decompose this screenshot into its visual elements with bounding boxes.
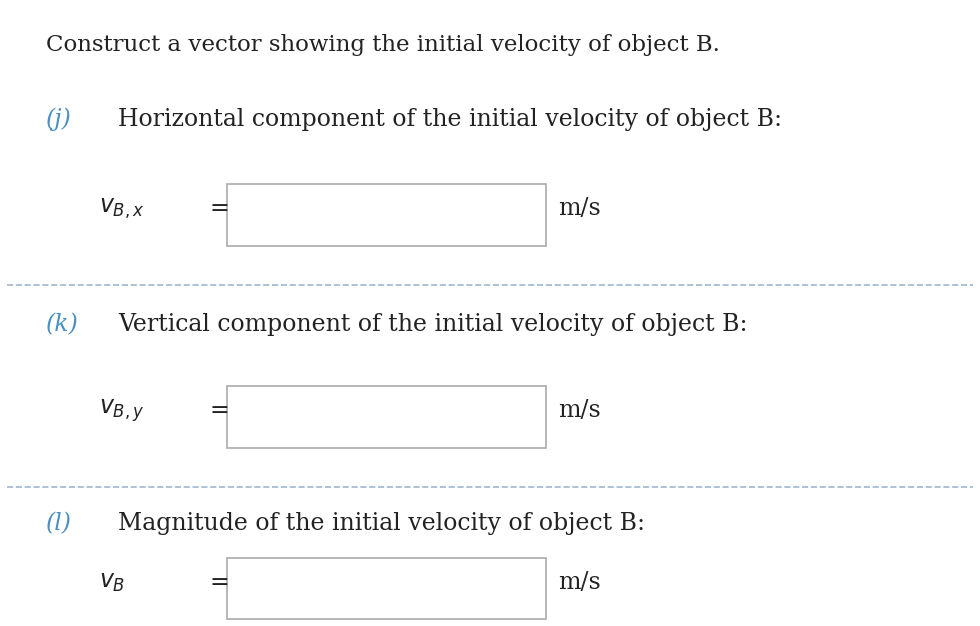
Text: $v_B$: $v_B$ <box>99 571 125 594</box>
Text: =: = <box>210 399 229 423</box>
Text: Construct a vector showing the initial velocity of object B.: Construct a vector showing the initial v… <box>46 34 719 56</box>
Text: =: = <box>210 571 229 594</box>
Bar <box>227 185 546 245</box>
Text: (l): (l) <box>46 512 72 535</box>
Text: Magnitude of the initial velocity of object B:: Magnitude of the initial velocity of obj… <box>118 512 645 535</box>
Text: Vertical component of the initial velocity of object B:: Vertical component of the initial veloci… <box>118 313 748 336</box>
Text: (j): (j) <box>46 108 72 131</box>
Text: (k): (k) <box>46 313 78 336</box>
Bar <box>227 558 546 619</box>
Text: m/s: m/s <box>558 399 601 423</box>
Text: m/s: m/s <box>558 197 601 220</box>
Bar <box>227 386 546 448</box>
Text: Horizontal component of the initial velocity of object B:: Horizontal component of the initial velo… <box>118 108 782 131</box>
Text: $v_{B,y}$: $v_{B,y}$ <box>99 398 144 424</box>
Text: $v_{B,x}$: $v_{B,x}$ <box>99 197 144 221</box>
Text: m/s: m/s <box>558 571 601 594</box>
Text: =: = <box>210 197 229 220</box>
